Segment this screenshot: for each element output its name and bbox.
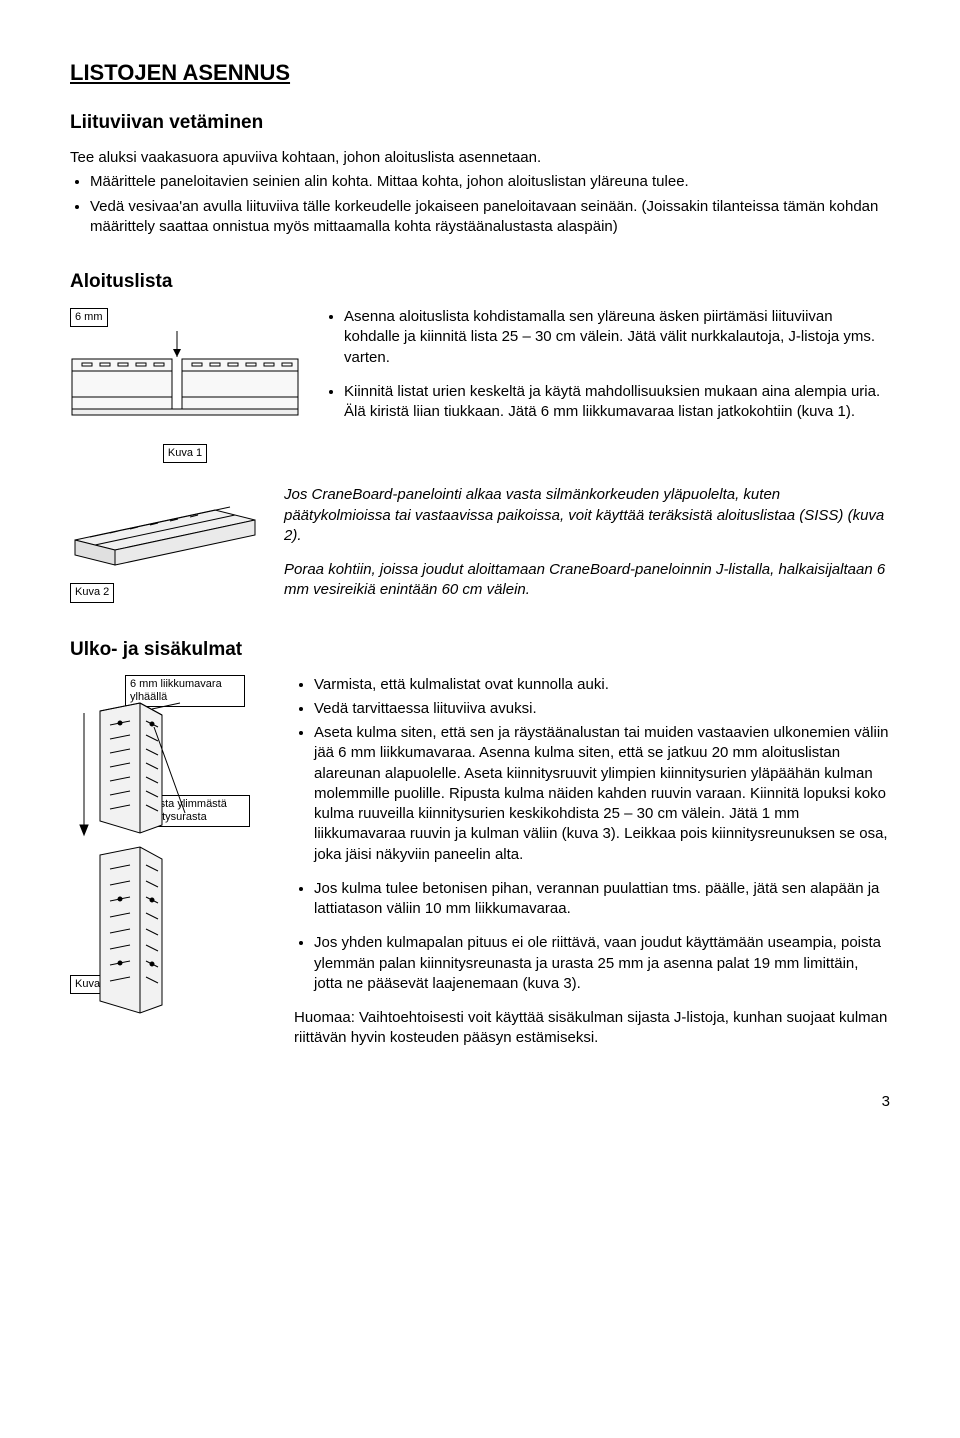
bullet-item: Määrittele paneloitavien seinien alin ko…: [90, 172, 890, 192]
page-number: 3: [70, 1093, 890, 1110]
figure-1-caption: Kuva 1: [163, 444, 207, 463]
figure-3-svg: [70, 675, 270, 1035]
figure-2: Kuva 2: [70, 485, 260, 602]
page-title: LISTOJEN ASENNUS: [70, 60, 890, 86]
bullet-list-1: Määrittele paneloitavien seinien alin ko…: [90, 172, 890, 237]
figure-1: 6 mm: [70, 307, 300, 463]
section-kulmat: Ulko- ja sisäkulmat 6 mm liikkumavara yl…: [70, 639, 890, 1053]
note-text: Huomaa: Vaihtoehtoisesti voit käyttää si…: [294, 1008, 890, 1049]
heading-liituviiva: Liituviivan vetäminen: [70, 112, 890, 134]
heading-aloituslista: Aloituslista: [70, 271, 890, 293]
figure-1-svg: [70, 331, 300, 441]
bullet-list-2a: Asenna aloituslista kohdistamalla sen yl…: [344, 307, 890, 368]
section-liituviiva: Liituviivan vetäminen Tee aluksi vaakasu…: [70, 112, 890, 237]
bullet-item: Asenna aloituslista kohdistamalla sen yl…: [344, 307, 890, 368]
bullet-list-2b: Kiinnitä listat urien keskeltä ja käytä …: [344, 382, 890, 423]
section-aloituslista: Aloituslista 6 mm: [70, 271, 890, 605]
bullet-item: Jos kulma tulee betonisen pihan, veranna…: [314, 879, 890, 920]
intro-text: Tee aluksi vaakasuora apuviiva kohtaan, …: [70, 148, 890, 168]
bullet-item: Varmista, että kulmalistat ovat kunnolla…: [314, 675, 890, 695]
heading-kulmat: Ulko- ja sisäkulmat: [70, 639, 890, 661]
bullet-item: Jos yhden kulmapalan pituus ei ole riitt…: [314, 933, 890, 994]
figure-2-caption: Kuva 2: [70, 583, 114, 602]
figure-3: 6 mm liikkumavara ylhäällä Ripusta ylimm…: [70, 675, 270, 1035]
bullet-list-3: Varmista, että kulmalistat ovat kunnolla…: [314, 675, 890, 995]
bullet-item: Vedä tarvittaessa liituviiva avuksi.: [314, 699, 890, 719]
bullet-item: Vedä vesivaa'an avulla liituviiva tälle …: [90, 197, 890, 238]
italic-para-1: Jos CraneBoard-panelointi alkaa vasta si…: [284, 485, 890, 546]
bullet-item: Aseta kulma siten, että sen ja räystääna…: [314, 723, 890, 865]
label-6mm: 6 mm: [70, 308, 108, 327]
bullet-item: Kiinnitä listat urien keskeltä ja käytä …: [344, 382, 890, 423]
italic-para-2: Poraa kohtiin, joissa joudut aloittamaan…: [284, 560, 890, 601]
figure-2-svg: [70, 485, 260, 580]
